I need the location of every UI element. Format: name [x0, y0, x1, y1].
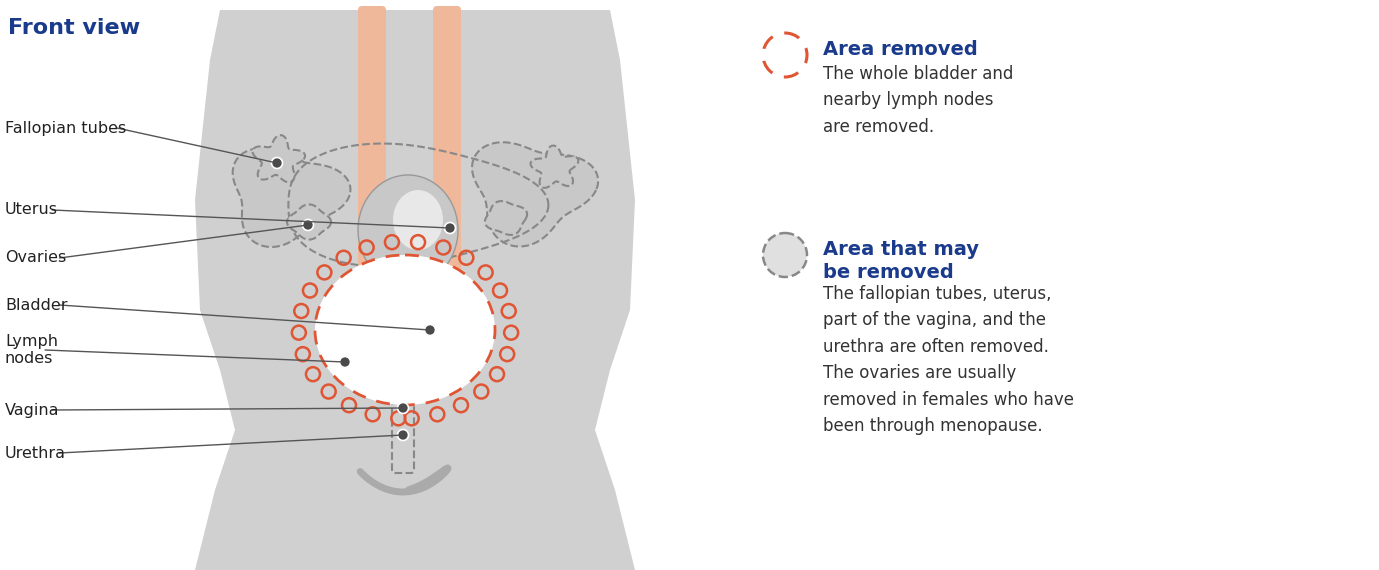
- Polygon shape: [194, 10, 634, 570]
- Text: Area removed: Area removed: [823, 40, 978, 59]
- Text: Vagina: Vagina: [6, 402, 59, 417]
- Ellipse shape: [393, 190, 443, 250]
- Polygon shape: [531, 145, 578, 188]
- Circle shape: [339, 356, 350, 368]
- Circle shape: [425, 324, 436, 336]
- Text: Front view: Front view: [8, 18, 141, 38]
- Circle shape: [763, 233, 807, 277]
- Circle shape: [397, 402, 408, 413]
- Text: The fallopian tubes, uterus,
part of the vagina, and the
urethra are often remov: The fallopian tubes, uterus, part of the…: [823, 285, 1074, 435]
- FancyBboxPatch shape: [359, 6, 386, 344]
- Circle shape: [397, 430, 408, 441]
- Circle shape: [302, 219, 313, 230]
- Polygon shape: [252, 135, 305, 182]
- Text: Ovaries: Ovaries: [6, 250, 66, 266]
- Circle shape: [444, 222, 455, 234]
- Text: Urethra: Urethra: [6, 446, 66, 461]
- Text: Fallopian tubes: Fallopian tubes: [6, 120, 127, 136]
- FancyBboxPatch shape: [433, 6, 461, 344]
- Polygon shape: [287, 205, 331, 239]
- Text: Area that may
be removed: Area that may be removed: [823, 240, 979, 283]
- Text: The whole bladder and
nearby lymph nodes
are removed.: The whole bladder and nearby lymph nodes…: [823, 65, 1014, 136]
- Ellipse shape: [359, 175, 458, 285]
- Text: Uterus: Uterus: [6, 202, 58, 218]
- Ellipse shape: [314, 255, 495, 405]
- Polygon shape: [233, 148, 350, 247]
- Polygon shape: [485, 201, 527, 235]
- Circle shape: [272, 157, 283, 169]
- Polygon shape: [472, 142, 598, 246]
- Text: Bladder: Bladder: [6, 298, 68, 312]
- Text: Lymph
nodes: Lymph nodes: [6, 334, 58, 366]
